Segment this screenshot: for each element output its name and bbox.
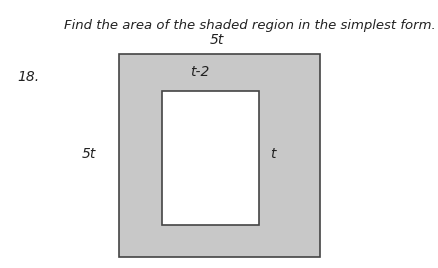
Text: 18.: 18. [18,70,39,84]
Text: t-2: t-2 [190,65,209,79]
Text: 5t: 5t [82,147,96,161]
Text: Find the area of the shaded region in the simplest form.: Find the area of the shaded region in th… [64,19,435,32]
Text: 5t: 5t [210,33,224,47]
Bar [118,54,320,257]
Text: t: t [269,147,275,161]
Bar [162,91,258,225]
